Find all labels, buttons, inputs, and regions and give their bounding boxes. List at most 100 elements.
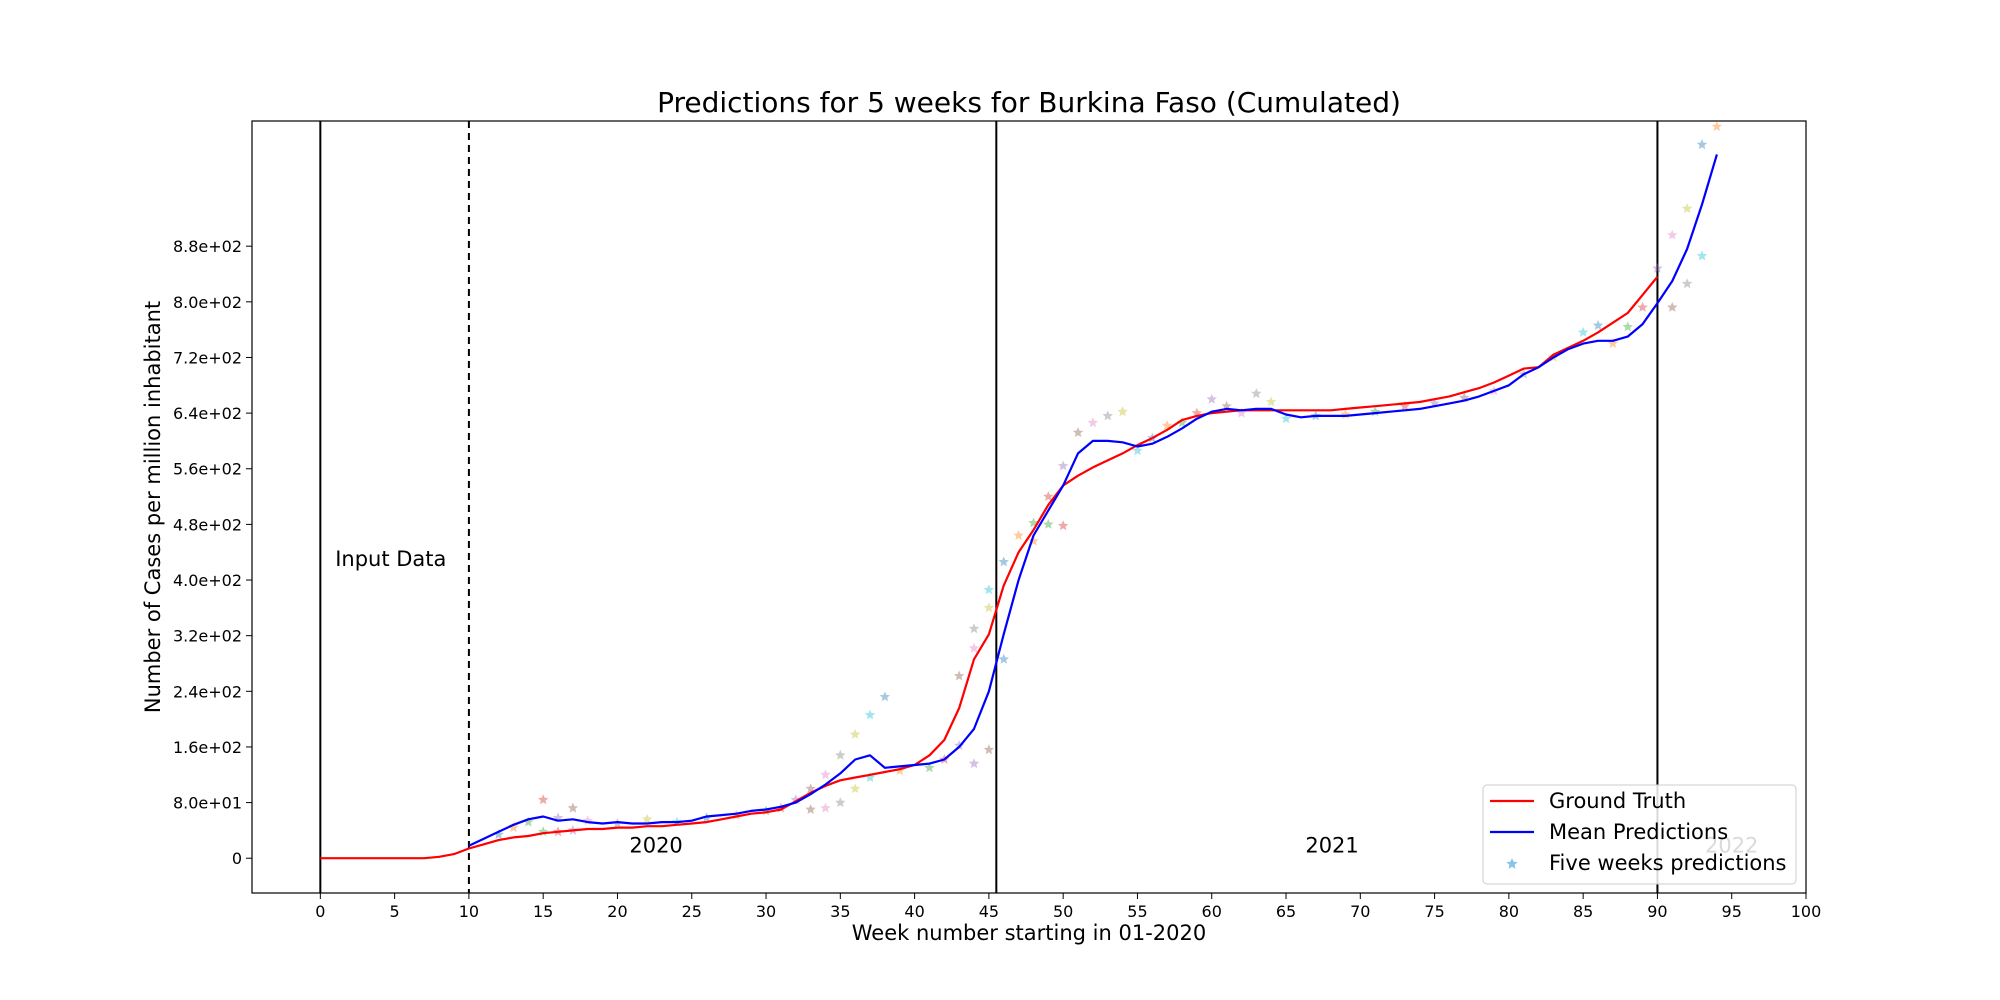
prediction-star-point bbox=[1399, 400, 1411, 411]
annotation-0: Input Data bbox=[335, 547, 446, 571]
x-tick-label: 5 bbox=[390, 902, 400, 921]
legend-label-ground-truth: Ground Truth bbox=[1549, 789, 1686, 813]
prediction-star-point bbox=[1072, 427, 1084, 437]
prediction-star-point bbox=[1637, 301, 1648, 312]
x-axis-ticks: 0 5 10 15 20 25 30 35 40 45 50 55 60 65 70 75 80 85 90 95 10… bbox=[315, 893, 1821, 921]
prediction-star-point bbox=[1711, 121, 1723, 131]
series-layer bbox=[320, 121, 1723, 860]
mean-predictions-line bbox=[468, 154, 1718, 847]
prediction-star-point bbox=[1429, 397, 1440, 408]
prediction-star-point bbox=[924, 762, 935, 773]
prediction-star-point bbox=[1221, 400, 1232, 411]
y-tick-label: 7.2e+02 bbox=[173, 348, 242, 367]
prediction-star-point bbox=[983, 584, 995, 595]
prediction-star-point bbox=[1102, 410, 1113, 421]
x-tick-label: 80 bbox=[1499, 902, 1519, 921]
y-tick-label: 4.0e+02 bbox=[173, 571, 242, 590]
prediction-star-point bbox=[864, 772, 876, 782]
annotation-1: 2020 bbox=[629, 834, 682, 858]
legend-label-mean-predictions: Mean Predictions bbox=[1549, 820, 1728, 844]
prediction-star-point bbox=[1667, 301, 1678, 312]
prediction-star-point bbox=[998, 653, 1009, 664]
prediction-star-point bbox=[1087, 417, 1099, 428]
prediction-star-point bbox=[864, 709, 876, 720]
prediction-star-point bbox=[1265, 396, 1277, 407]
prediction-star-point bbox=[1176, 417, 1188, 428]
prediction-star-point bbox=[493, 829, 504, 839]
prediction-star-point bbox=[508, 822, 519, 833]
prediction-star-point bbox=[642, 813, 653, 824]
y-tick-label: 8.8e+02 bbox=[173, 237, 242, 256]
x-tick-label: 50 bbox=[1053, 902, 1073, 921]
prediction-star-point bbox=[1013, 530, 1024, 540]
y-tick-label: 8.0e+02 bbox=[173, 293, 242, 312]
prediction-star-point bbox=[968, 642, 980, 653]
x-tick-label: 100 bbox=[1791, 902, 1822, 921]
y-tick-label: 0 bbox=[232, 849, 242, 868]
prediction-star-point bbox=[1043, 518, 1054, 529]
y-tick-label: 2.4e+02 bbox=[173, 682, 242, 701]
prediction-star-point bbox=[820, 769, 831, 780]
prediction-star-point bbox=[1607, 338, 1619, 348]
x-tick-label: 30 bbox=[756, 902, 776, 921]
prediction-star-point bbox=[1681, 203, 1693, 214]
y-tick-label: 6.4e+02 bbox=[173, 404, 242, 423]
prediction-star-point bbox=[1206, 393, 1217, 404]
prediction-star-point bbox=[1592, 320, 1604, 330]
prediction-star-point bbox=[1681, 278, 1693, 289]
x-axis-label: Week number starting in 01-2020 bbox=[852, 921, 1206, 945]
prediction-star-point bbox=[538, 794, 549, 805]
legend: Ground Truth Mean Predictions Five weeks… bbox=[1482, 784, 1797, 885]
y-tick-label: 8.0e+01 bbox=[173, 794, 242, 813]
prediction-star-point bbox=[1622, 321, 1633, 332]
plot-frame bbox=[251, 120, 1807, 894]
vertical-lines-group bbox=[319, 121, 1659, 893]
x-tick-label: 65 bbox=[1276, 902, 1296, 921]
prediction-star-point bbox=[523, 816, 534, 827]
prediction-star-point bbox=[968, 758, 980, 769]
prediction-star-point bbox=[879, 691, 891, 702]
x-tick-label: 15 bbox=[533, 902, 553, 921]
x-tick-label: 45 bbox=[979, 902, 999, 921]
prediction-star-point bbox=[849, 728, 861, 739]
x-tick-label: 70 bbox=[1350, 902, 1370, 921]
x-tick-label: 35 bbox=[830, 902, 850, 921]
prediction-star-point bbox=[1280, 413, 1292, 424]
y-axis-ticks: 0 8.0e+01 1.6e+02 2.4e+02 3.2e+02 4.0e+02 4.8e… bbox=[173, 237, 252, 868]
prediction-star-point bbox=[1117, 406, 1128, 417]
legend-label-five-weeks-predictions: Five weeks predictions bbox=[1549, 851, 1787, 875]
x-tick-label: 60 bbox=[1202, 902, 1222, 921]
prediction-star-point bbox=[1652, 262, 1663, 273]
prediction-star-point bbox=[998, 556, 1009, 567]
prediction-star-point bbox=[983, 602, 995, 613]
prediction-star-point bbox=[1132, 445, 1143, 456]
prediction-star-point bbox=[1696, 250, 1708, 261]
prediction-star-point bbox=[1667, 229, 1678, 240]
prediction-star-point bbox=[968, 623, 980, 634]
y-tick-label: 5.6e+02 bbox=[173, 460, 242, 479]
prediction-star-point bbox=[835, 797, 846, 807]
prediction-star-point bbox=[567, 802, 579, 813]
prediction-star-point bbox=[835, 749, 846, 760]
y-tick-label: 3.2e+02 bbox=[173, 627, 242, 646]
x-tick-label: 10 bbox=[459, 902, 479, 921]
prediction-star-point bbox=[805, 804, 816, 814]
chart-title: Predictions for 5 weeks for Burkina Faso… bbox=[657, 86, 1401, 119]
legend-swatch-five-weeks-predictions bbox=[1506, 858, 1518, 869]
y-tick-label: 1.6e+02 bbox=[173, 738, 242, 757]
prediction-star-point bbox=[1236, 407, 1247, 418]
x-tick-label: 0 bbox=[315, 902, 325, 921]
prediction-star-point bbox=[849, 783, 861, 794]
prediction-star-point bbox=[953, 740, 965, 750]
prediction-star-point bbox=[1577, 326, 1589, 337]
prediction-star-point bbox=[1251, 388, 1262, 399]
legend-box bbox=[1482, 784, 1797, 885]
ground-truth-line bbox=[320, 276, 1659, 860]
y-tick-label: 4.8e+02 bbox=[173, 515, 242, 534]
x-tick-label: 40 bbox=[904, 902, 924, 921]
prediction-star-point bbox=[1057, 520, 1069, 531]
prediction-star-point bbox=[953, 670, 965, 681]
x-tick-label: 85 bbox=[1573, 902, 1593, 921]
prediction-star-point bbox=[1696, 139, 1708, 150]
